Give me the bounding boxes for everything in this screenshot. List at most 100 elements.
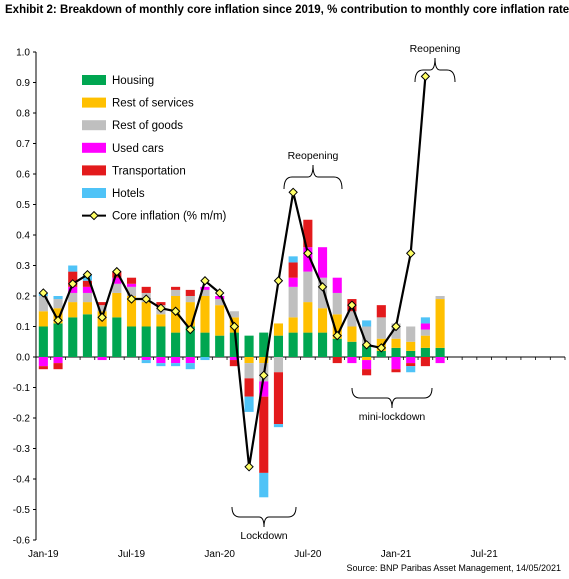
legend-swatch <box>82 120 106 131</box>
bar-segment-hotels <box>68 265 78 272</box>
legend-swatch <box>82 75 106 85</box>
core-inflation-marker <box>406 248 416 259</box>
annotations: Reopening Reopening Lockdown mini-lockdown <box>231 43 461 542</box>
bar-segment-hotels <box>200 357 210 361</box>
bar-segment-rest-of-goods <box>53 299 63 309</box>
bar-segment-rest-of-goods <box>317 277 328 309</box>
axes: 1.0 0.9 0.8 0.7 0.6 0.5 0.4 0.3 0.2 0.1 0.0 -0.1 -0.… <box>13 48 566 560</box>
legend-label: Rest of goods <box>112 120 183 132</box>
bar-segment-housing <box>347 341 357 357</box>
core-inflation-marker <box>200 276 210 286</box>
core-inflation-marker <box>53 315 63 326</box>
legend: Housing Rest of services Rest of goods Used… <box>82 75 227 223</box>
bar-segment-used-cars <box>126 283 137 287</box>
bar-segment-transportation <box>332 357 342 364</box>
bar-segment-housing <box>141 326 151 357</box>
y-tick-label: 0.2 <box>16 292 30 303</box>
bar-segment-housing <box>97 326 107 357</box>
legend-marker <box>89 210 99 221</box>
bar-segment-transportation <box>141 286 151 293</box>
bar-segment-transportation <box>185 289 195 296</box>
y-tick-label: 0.9 <box>16 78 30 89</box>
bar-segment-used-cars <box>68 286 78 293</box>
bar-segment-hotels <box>171 363 181 367</box>
bar-segment-hotels <box>406 366 416 373</box>
bar-segment-used-cars <box>97 357 107 361</box>
bar-segment-housing <box>435 347 445 357</box>
bar-segment-rest-of-goods <box>215 299 225 306</box>
stacked-bars <box>38 219 445 498</box>
bar-segment-rest-of-goods <box>406 326 416 342</box>
bar-segment-transportation <box>288 262 298 278</box>
core-inflation-marker <box>141 294 151 304</box>
bar-segment-rest-of-goods <box>229 311 239 318</box>
bar-segment-housing <box>362 344 372 357</box>
bar-segment-housing <box>126 326 137 357</box>
legend-label: Transportation <box>112 165 186 177</box>
reopening-2020-label: Reopening <box>288 150 339 162</box>
core-inflation-marker <box>376 343 387 353</box>
bar-segment-housing <box>406 350 416 357</box>
bar-segment-used-cars <box>347 357 357 364</box>
bar-segment-rest-of-goods <box>244 363 254 379</box>
bar-segment-housing <box>156 326 166 357</box>
source-note: Source: BNP Paribas Asset Management, 14… <box>346 563 561 573</box>
bar-segment-rest-of-goods <box>126 286 137 296</box>
bar-segment-transportation <box>53 363 63 370</box>
bar-segment-transportation <box>406 363 416 367</box>
core-inflation-marker <box>303 248 313 259</box>
y-tick-label: 0.5 <box>16 200 30 211</box>
core-inflation-marker <box>332 330 342 341</box>
core-inflation-marker <box>185 324 195 335</box>
core-inflation-line <box>38 71 431 472</box>
bar-segment-rest-of-services <box>259 357 269 364</box>
core-inflation-polyline <box>42 76 427 468</box>
bar-segment-rest-of-services <box>362 357 372 361</box>
bar-segment-rest-of-goods <box>97 305 107 312</box>
x-tick-label: Jul-21 <box>471 549 499 560</box>
x-tick-label: Jul-19 <box>118 549 146 560</box>
bar-segment-transportation <box>97 302 107 306</box>
legend-label: Rest of services <box>112 98 194 110</box>
bar-segment-rest-of-goods <box>435 296 445 300</box>
legend-label: Core inflation (% m/m) <box>112 211 227 223</box>
lockdown-label: Lockdown <box>240 530 287 542</box>
bar-segment-hotels <box>185 363 195 370</box>
bar-segment-housing <box>112 317 122 357</box>
bar-segment-rest-of-services <box>141 302 151 327</box>
bar-segment-housing <box>53 323 63 357</box>
core-inflation-marker <box>391 321 401 332</box>
bar-segment-housing <box>288 332 298 357</box>
bar-segment-rest-of-goods <box>303 271 313 303</box>
bar-segment-transportation <box>362 369 372 376</box>
bar-segment-rest-of-goods <box>332 292 342 315</box>
bar-segment-hotels <box>273 424 284 428</box>
y-tick-label: 0.7 <box>16 139 30 150</box>
legend-swatch <box>82 142 106 153</box>
x-tick-label: Jan-20 <box>204 549 235 560</box>
bar-segment-transportation <box>303 219 313 248</box>
x-tick-label: Jan-21 <box>381 549 412 560</box>
bar-segment-rest-of-goods <box>185 296 195 303</box>
bar-segment-housing <box>317 332 328 357</box>
bar-segment-housing <box>82 314 92 357</box>
bar-segment-used-cars <box>288 277 298 287</box>
core-inflation-marker <box>244 462 254 472</box>
core-inflation-marker <box>288 187 298 198</box>
bar-segment-housing <box>200 332 210 357</box>
core-inflation-marker <box>361 340 372 350</box>
bar-segment-transportation <box>126 277 137 284</box>
y-tick-label: 0.1 <box>16 322 30 333</box>
core-inflation-marker <box>82 269 93 280</box>
y-tick-label: 1.0 <box>16 48 30 59</box>
bar-segment-used-cars <box>259 381 269 397</box>
x-tick-label: Jan-19 <box>28 549 59 560</box>
bar-segment-used-cars <box>82 286 92 293</box>
bar-segment-rest-of-goods <box>273 357 284 373</box>
core-inflation-marker <box>317 282 328 292</box>
bar-segment-housing <box>68 317 78 357</box>
reopening-2021-brace <box>414 57 456 83</box>
bar-segment-used-cars <box>435 357 445 364</box>
bar-segment-hotels <box>244 396 254 412</box>
